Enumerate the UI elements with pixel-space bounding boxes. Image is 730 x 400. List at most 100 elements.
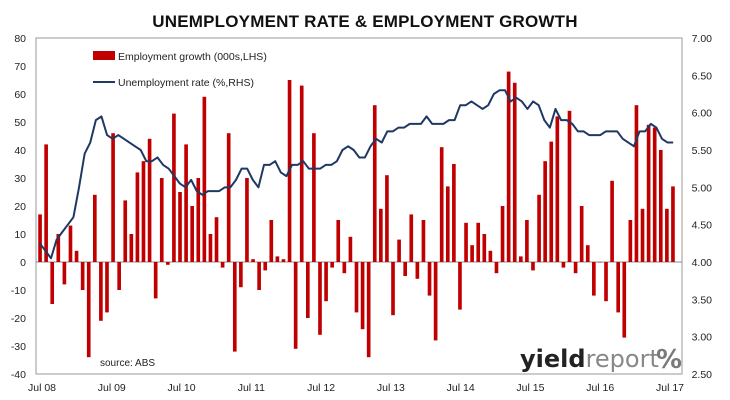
legend-label-employment-growth: Employment growth (000s,LHS) [118,51,267,63]
employment-growth-bar [464,222,468,262]
brand-text-report: report [586,345,659,373]
x-axis-tick-label: Jul 08 [28,382,56,394]
employment-growth-bar [299,85,304,262]
employment-growth-bar [622,262,627,338]
right-axis-tick-labels: 2.50 3.00 3.50 4.00 4.50 5.00 5.50 6.00 6.50 7.00 [692,33,713,381]
employment-growth-bar [38,214,42,262]
x-axis-tick-label: Jul 17 [656,382,684,394]
right-axis-tick-label: 5.00 [692,182,713,194]
brand-logo: yieldreport % [520,345,682,375]
employment-growth-bar [269,220,274,262]
employment-growth-bar [549,141,554,262]
employment-growth-bar [555,116,560,263]
employment-growth-bar [579,206,584,262]
employment-growth-bar [117,262,121,290]
brand-text-yield: yield [520,345,586,373]
employment-growth-bar [537,194,541,262]
employment-growth-bar [567,110,572,262]
right-axis-tick-label: 6.00 [692,108,713,120]
employment-growth-bar [561,262,566,268]
employment-growth-bar [427,262,432,296]
employment-growth-bar [366,262,371,358]
employment-growth-bar [646,124,651,262]
legend: Employment growth (000s,LHS) Unemploymen… [93,51,267,89]
employment-growth-bar [543,161,547,262]
employment-growth-bar [379,208,383,262]
employment-growth-bar [458,262,462,310]
left-axis-tick-label: 60 [14,89,26,101]
employment-growth-bar [293,262,298,349]
employment-growth-bar [141,161,146,262]
employment-growth-bar [172,113,176,262]
left-axis-tick-label: -10 [11,285,26,297]
employment-growth-bar [135,172,140,262]
employment-growth-bar [263,262,268,271]
left-axis-tick-label: 40 [14,145,26,157]
employment-growth-bar [476,222,481,262]
employment-growth-bar [92,194,97,262]
employment-growth-bar [415,262,420,279]
employment-growth-bar [482,234,487,262]
employment-growth-bar [50,262,55,304]
x-axis-tick-label: Jul 15 [516,382,544,394]
left-axis-tick-label: -40 [11,369,26,381]
employment-growth-bar [166,262,170,265]
employment-growth-bar [500,206,505,262]
employment-growth-bar [598,262,602,263]
right-axis-tick-label: 4.00 [692,257,713,269]
left-axis-tick-label: -20 [11,313,26,325]
employment-growth-bar [506,71,511,262]
employment-growth-bar [184,144,188,262]
legend-swatch-employment-growth [93,51,115,60]
employment-growth-bar [226,133,231,262]
employment-growth-bar [208,234,213,262]
employment-growth-bar [634,105,639,262]
employment-growth-bar [56,234,61,262]
employment-growth-bars [38,71,675,358]
employment-growth-bar [348,236,353,262]
employment-growth-bar [312,133,316,262]
employment-growth-bar [257,262,261,290]
employment-growth-bar [354,262,359,313]
left-axis-tick-label: 10 [14,229,26,241]
employment-growth-bar [214,217,219,262]
right-axis-tick-label: 2.50 [692,369,713,381]
employment-growth-bar [123,200,128,262]
employment-growth-bar [640,208,645,262]
employment-growth-bar [360,262,365,330]
employment-growth-bar [439,147,444,262]
left-axis-tick-label: 50 [14,117,26,129]
left-axis-tick-label: -30 [11,341,26,353]
x-axis-tick-label: Jul 11 [238,382,265,394]
right-axis-tick-label: 3.50 [692,294,713,306]
employment-growth-bar [153,262,158,299]
left-axis-tick-label: 0 [20,257,26,269]
right-axis-tick-label: 5.50 [692,145,713,157]
employment-growth-bar [330,262,334,268]
left-axis-tick-label: 20 [14,201,26,213]
employment-growth-bar [658,150,663,262]
employment-growth-bar [251,259,255,262]
employment-growth-bar [220,262,225,268]
employment-growth-bar [111,133,115,262]
employment-growth-bar [80,262,85,290]
plot-border [35,37,683,375]
x-axis-tick-label: Jul 09 [98,382,126,394]
employment-growth-bar [305,262,310,318]
employment-growth-bar [372,105,377,262]
employment-growth-bar [409,214,414,262]
employment-growth-bar [592,262,596,296]
employment-growth-bar [671,186,675,262]
employment-growth-bar [275,256,280,262]
x-axis-tick-label: Jul 14 [447,382,475,394]
left-axis-tick-label: 70 [14,61,26,73]
employment-growth-bar [68,225,73,262]
employment-growth-bar [488,250,493,262]
right-axis-tick-label: 3.00 [692,332,713,344]
employment-growth-bar [452,164,456,262]
left-axis-tick-labels: -40 -30 -20 -10 0 10 20 30 40 50 60 70 80 [11,33,26,381]
employment-growth-bar [342,262,347,274]
employment-growth-bar [652,127,657,262]
employment-growth-bar [470,245,474,262]
